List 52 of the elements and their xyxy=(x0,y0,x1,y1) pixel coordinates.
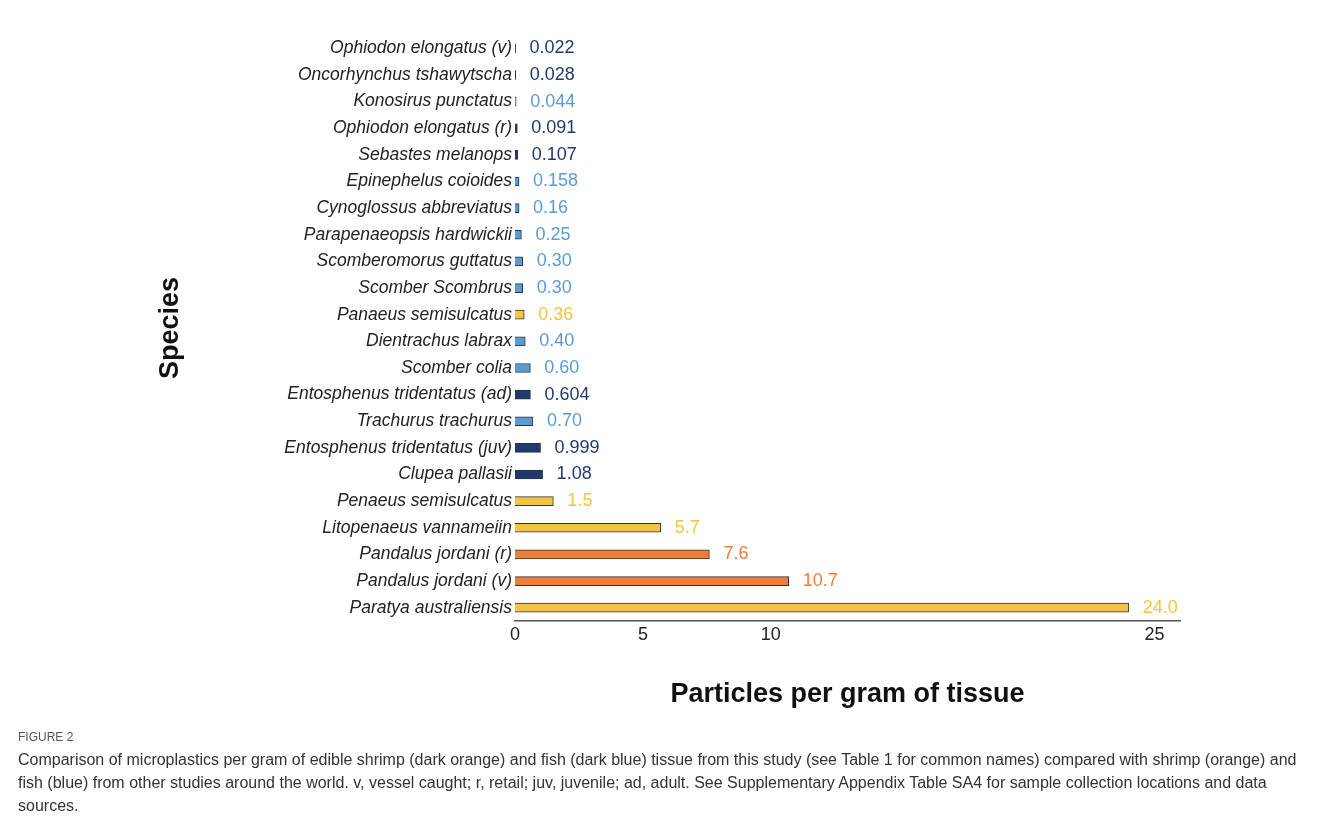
data-label: 0.16 xyxy=(533,197,569,218)
data-label: 0.604 xyxy=(544,383,590,404)
data-label: 0.028 xyxy=(529,63,575,84)
y-tick-label: Panaeus semisulcatus xyxy=(336,303,513,324)
y-tick-label: Epinephelus coioides xyxy=(346,170,513,191)
text: Comparison of microplastics per gram of edible shrimp (dark orange) and fish (dark blue) tissue from this study (see Table 1 for common names) compared with shrimp (orange) and fish (blue) from other studies around the world. v, vessel caught; r, retail; juv, juvenile; ad, adult. See Supplementary Appendix Table SA4 for sample collection locations and data sources. xyxy=(18,750,1298,816)
x-tick-label: 10 xyxy=(760,623,781,644)
data-label: 7.6 xyxy=(723,543,749,564)
data-label: 0.60 xyxy=(544,356,580,377)
y-axis-title: Species xyxy=(153,276,184,380)
data-label: 1.08 xyxy=(556,463,592,484)
y-tick-label: Konosirus punctatus xyxy=(353,90,513,111)
y-tick-label: Litopenaeus vannameiin xyxy=(322,516,512,537)
data-label: 0.36 xyxy=(538,303,574,324)
y-tick-label: Scomberomorus guttatus xyxy=(316,250,513,271)
x-tick-label: 25 xyxy=(1144,623,1165,644)
y-tick-label: Ophiodon elongatus (v) xyxy=(330,37,512,58)
data-label: 0.044 xyxy=(530,90,576,111)
x-tick-label: 5 xyxy=(637,623,648,644)
y-tick-label: Oncorhynchus tshawytscha xyxy=(298,63,513,84)
y-tick-label: Dientrachus labrax xyxy=(366,330,514,351)
data-label: 0.091 xyxy=(531,117,577,138)
data-label: 0.30 xyxy=(536,250,572,271)
data-label: 0.107 xyxy=(531,143,577,164)
y-tick-label: Penaeus semisulcatus xyxy=(336,490,513,511)
y-tick-label: Pandalus jordani (v) xyxy=(356,569,512,590)
data-label: 0.70 xyxy=(546,410,582,431)
y-tick-label: Entosphenus tridentatus (juv) xyxy=(284,436,512,457)
x-tick-label: 0 xyxy=(509,623,521,644)
y-tick-label: Sebastes melanops xyxy=(358,143,513,164)
y-tick-label: Ophiodon elongatus (r) xyxy=(333,117,512,138)
y-tick-label: Parapenaeopsis hardwickii xyxy=(303,223,514,244)
data-label: 0.40 xyxy=(539,330,575,351)
y-tick-label: Pandalus jordani (r) xyxy=(359,543,512,564)
x-axis-title: Particles per gram of tissue xyxy=(670,678,1025,709)
data-label: 24.0 xyxy=(1142,596,1178,617)
data-label: 0.999 xyxy=(554,436,600,457)
data-label: 10.7 xyxy=(802,570,838,591)
caption: FIGURE 2 xyxy=(18,730,75,744)
data-label: 0.022 xyxy=(529,37,575,58)
y-tick-label: Trachurus trachurus xyxy=(356,410,513,431)
data-label: 0.25 xyxy=(535,223,571,244)
y-tick-label: Cynoglossus abbreviatus xyxy=(316,197,513,218)
y-tick-label: Scomber Scombrus xyxy=(358,276,513,297)
y-tick-label: Scomber colia xyxy=(401,356,513,377)
data-label: 5.7 xyxy=(674,516,700,537)
data-label: 0.30 xyxy=(536,277,572,298)
y-tick-label: Clupea pallasii xyxy=(398,463,514,484)
data-label: 0.158 xyxy=(533,170,579,191)
y-tick-label: Entosphenus tridentatus (ad) xyxy=(287,383,512,404)
data-label: 1.5 xyxy=(567,490,593,511)
y-tick-label: Paratya australiensis xyxy=(349,596,513,617)
